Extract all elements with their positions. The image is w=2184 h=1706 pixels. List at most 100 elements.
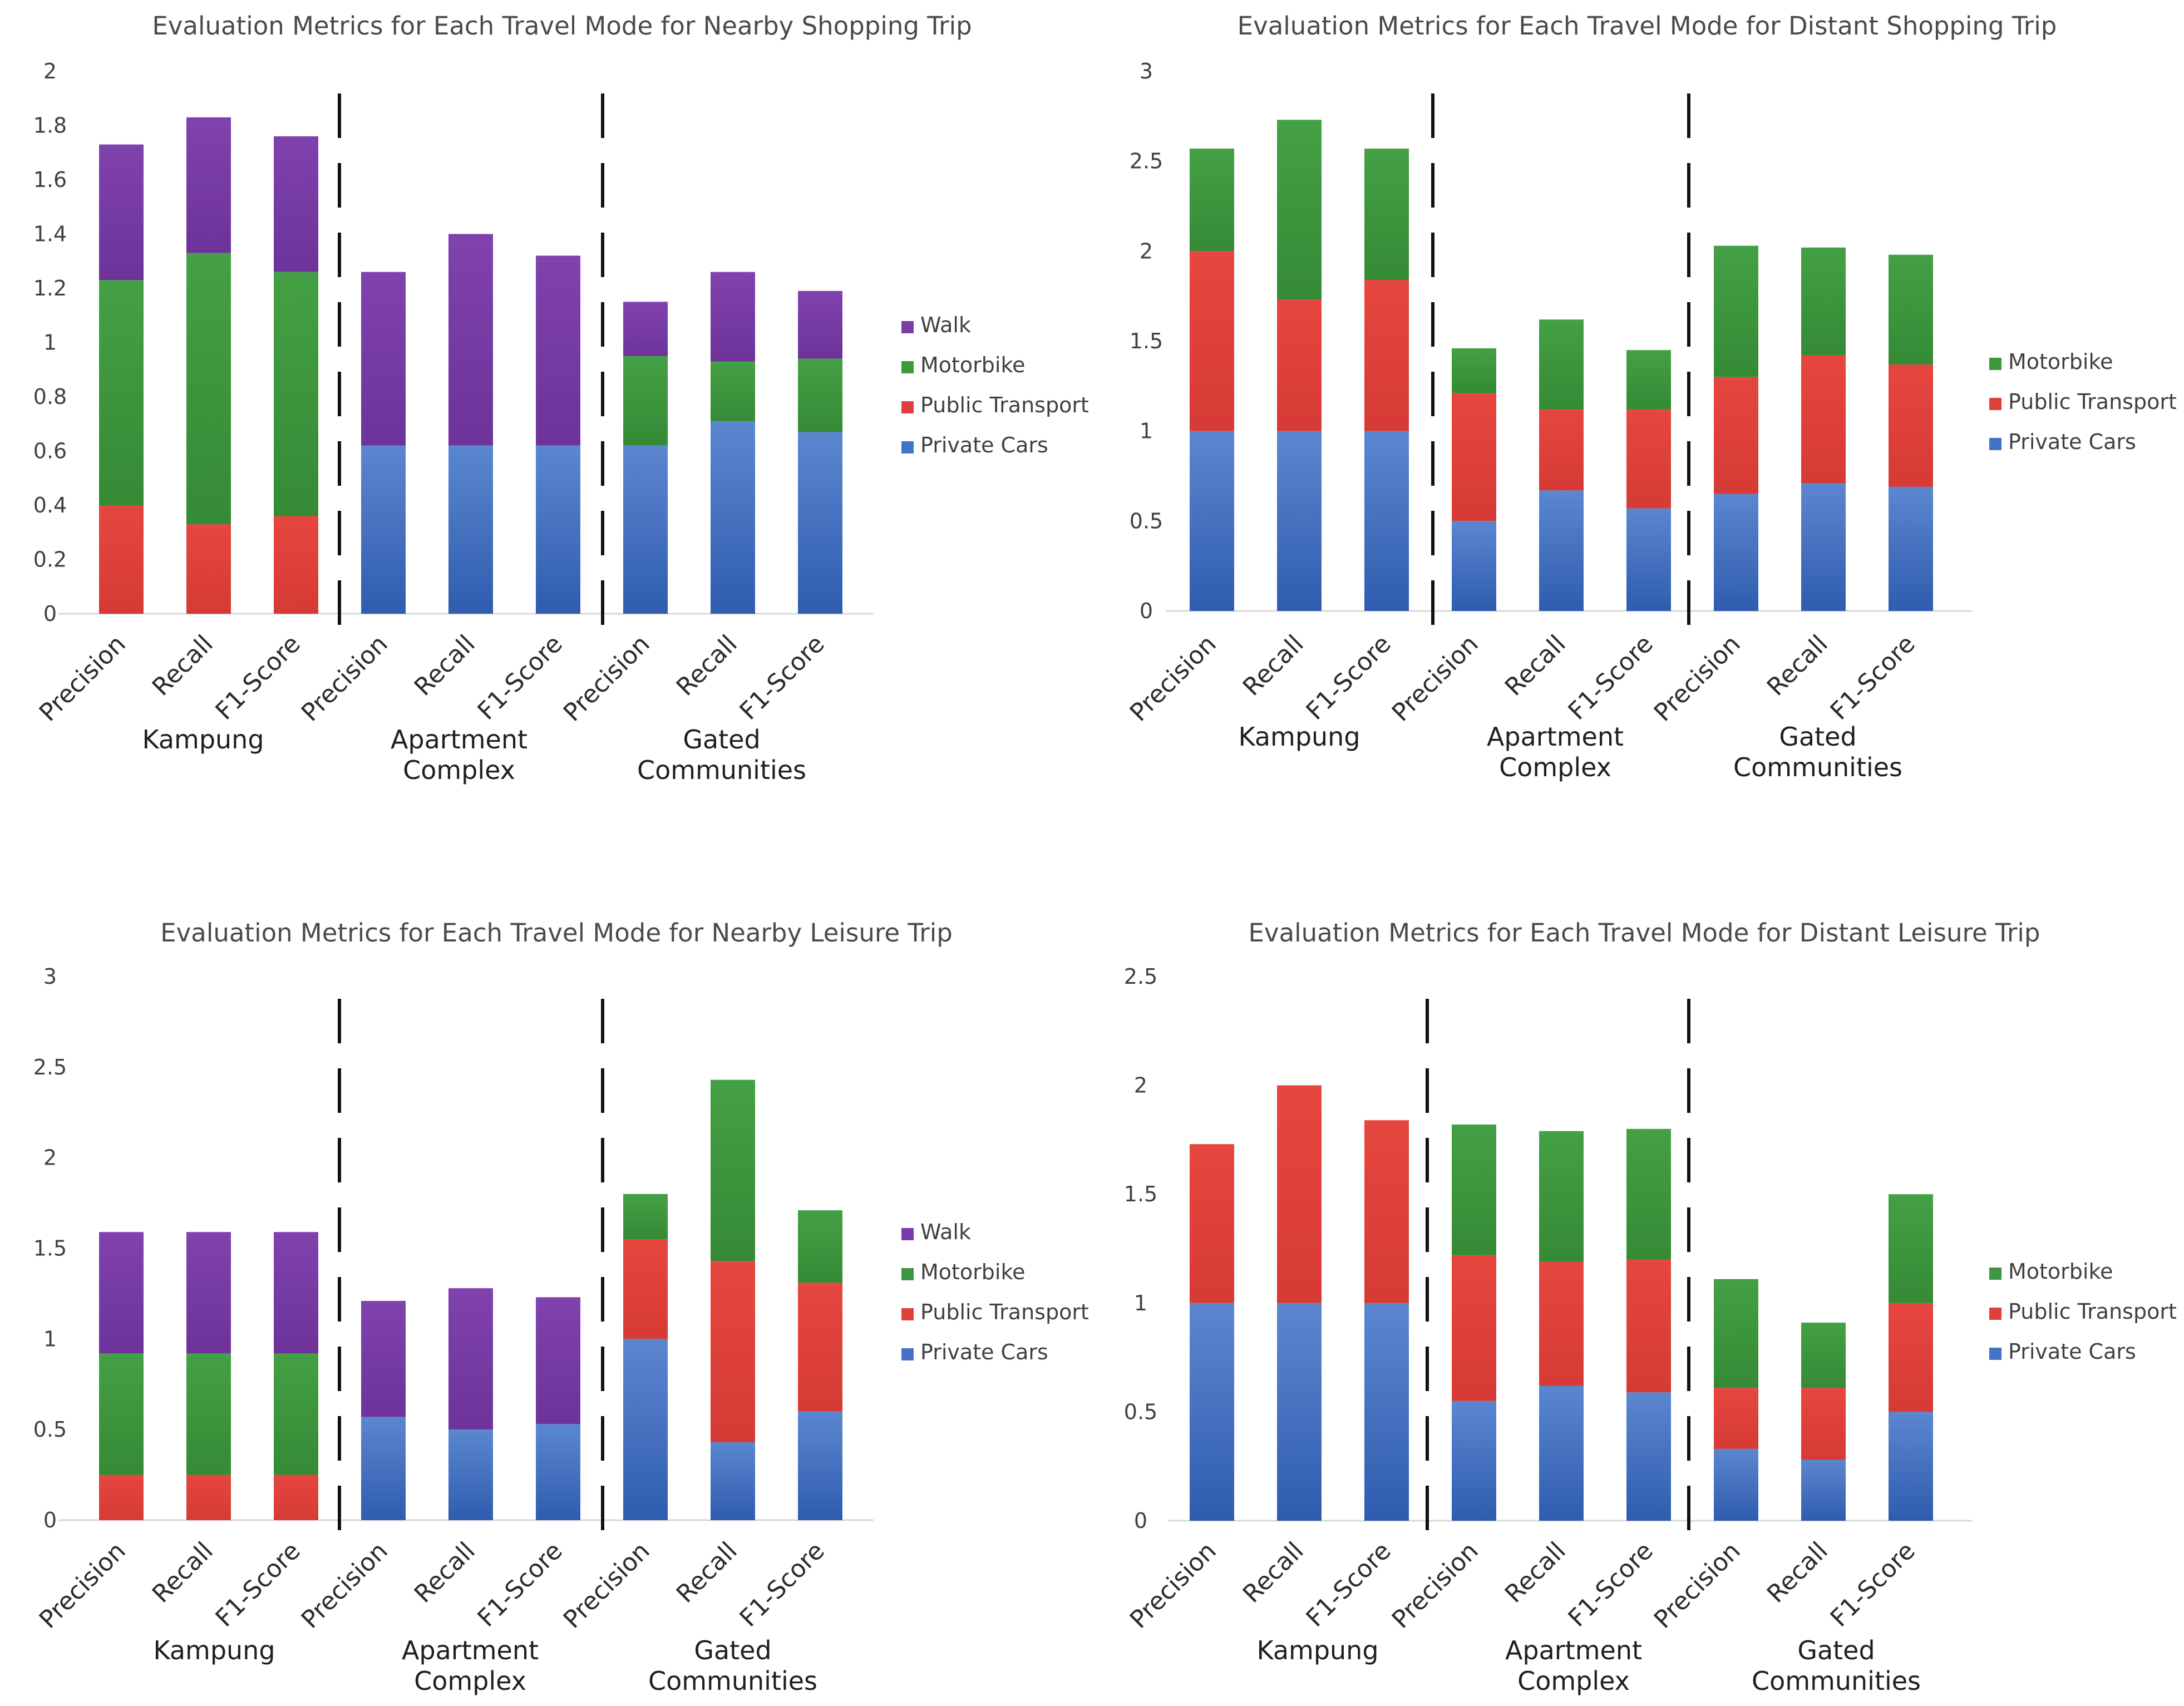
group-label: Apartment Complex xyxy=(402,1635,539,1696)
legend-label: Walk xyxy=(920,1220,971,1244)
y-tick-label: 2 xyxy=(1134,1073,1147,1098)
category-label: Recall xyxy=(147,630,219,702)
category-label: Recall xyxy=(1238,1537,1309,1609)
legend-swatch xyxy=(1989,358,2001,370)
bar-segment-public-transport xyxy=(1452,393,1496,521)
bar-segment-private-cars xyxy=(711,421,755,614)
category-label: Recall xyxy=(1500,630,1571,702)
bar-segment-private-cars xyxy=(1889,1412,1933,1521)
bar-segment-public-transport xyxy=(1801,355,1846,484)
y-tick-label: 1.5 xyxy=(33,1236,67,1261)
bar-segment-public-transport xyxy=(1190,251,1234,431)
bar-segment-walk xyxy=(361,272,406,446)
bar-segment-walk xyxy=(448,234,493,446)
legend-label: Private Cars xyxy=(920,433,1048,457)
chart-title: Evaluation Metrics for Each Travel Mode … xyxy=(1249,918,2040,948)
bar-segment-motorbike xyxy=(1364,149,1409,280)
category-label: Recall xyxy=(671,1537,743,1609)
y-tick-label: 1 xyxy=(1134,1291,1147,1315)
bar-segment-motorbike xyxy=(1539,1131,1584,1262)
bar-segment-private-cars xyxy=(536,1424,580,1520)
y-tick-label: 0.6 xyxy=(33,439,67,464)
legend-label: Motorbike xyxy=(2008,1259,2113,1284)
legend-swatch xyxy=(901,441,914,453)
bar-segment-private-cars xyxy=(623,1339,668,1520)
bar-segment-motorbike xyxy=(274,1353,318,1475)
chart-1: Evaluation Metrics for Each Travel Mode … xyxy=(33,11,1089,785)
bar-segment-motorbike xyxy=(711,1079,755,1261)
bar-segment-walk xyxy=(99,144,144,280)
bar-segment-private-cars xyxy=(1801,1460,1846,1521)
bar-segment-motorbike xyxy=(1277,120,1322,300)
y-tick-label: 0.5 xyxy=(1124,1399,1157,1424)
bar-segment-motorbike xyxy=(1452,1125,1496,1255)
legend-label: Motorbike xyxy=(920,353,1026,377)
category-label: F1-Score xyxy=(210,630,306,726)
bar-segment-motorbike xyxy=(711,361,755,421)
category-label: Recall xyxy=(671,630,743,702)
bar-segment-public-transport xyxy=(1364,1120,1409,1303)
legend: Walk Motorbike Public Transport Private Car… xyxy=(901,1220,1089,1364)
y-tick-label: 0 xyxy=(43,1508,57,1532)
bar-segment-private-cars xyxy=(361,1417,406,1520)
category-label: Precision xyxy=(1387,1537,1484,1634)
bar-segment-public-transport xyxy=(798,1283,842,1412)
bar-segment-public-transport xyxy=(1714,377,1758,494)
bar-segment-public-transport xyxy=(99,1475,144,1520)
legend-label: Public Transport xyxy=(920,1300,1089,1324)
bar-segment-private-cars xyxy=(361,445,406,614)
chart-title: Evaluation Metrics for Each Travel Mode … xyxy=(152,11,972,41)
bar-segment-private-cars xyxy=(1889,486,1933,611)
category-label: Precision xyxy=(1649,630,1746,727)
y-tick-label: 0.2 xyxy=(33,548,67,572)
legend-swatch xyxy=(1989,398,2001,410)
category-label: Precision xyxy=(34,1537,131,1634)
bar-segment-public-transport xyxy=(1626,1259,1671,1393)
bar-segment-public-transport xyxy=(623,1239,668,1339)
bar-segment-public-transport xyxy=(1889,364,1933,487)
bar-segment-private-cars xyxy=(1801,483,1846,611)
bar-segment-public-transport xyxy=(99,505,144,614)
bar-segment-private-cars xyxy=(1190,1303,1234,1521)
legend-swatch xyxy=(1989,1268,2001,1280)
bar-segment-motorbike xyxy=(1626,1128,1671,1260)
bar-segment-public-transport xyxy=(1714,1388,1758,1449)
bar-segment-walk xyxy=(99,1232,144,1354)
group-label: Apartment Complex xyxy=(1487,722,1624,782)
bar-segment-private-cars xyxy=(448,445,493,614)
bar-segment-motorbike xyxy=(1801,247,1846,356)
group-label: Gated Communities xyxy=(1733,722,1902,782)
category-label: Precision xyxy=(558,630,655,727)
bar-segment-public-transport xyxy=(186,1475,231,1520)
y-tick-label: 2 xyxy=(43,59,57,83)
bar-segment-motorbike xyxy=(186,1353,231,1475)
category-label: F1-Score xyxy=(1563,630,1659,726)
y-tick-label: 0.4 xyxy=(33,493,67,517)
bar-segment-private-cars xyxy=(1626,1392,1671,1521)
bar-segment-public-transport xyxy=(1190,1144,1234,1303)
y-tick-label: 0 xyxy=(1134,1508,1147,1533)
bar-segment-motorbike xyxy=(99,1353,144,1475)
legend-swatch xyxy=(901,1348,914,1360)
y-tick-label: 0 xyxy=(43,601,57,626)
bar-segment-private-cars xyxy=(1364,431,1409,611)
bar-segment-motorbike xyxy=(1190,149,1234,252)
group-label: Apartment Complex xyxy=(391,724,527,785)
y-tick-label: 1.2 xyxy=(33,276,67,300)
bar-segment-walk xyxy=(711,272,755,362)
legend-label: Public Transport xyxy=(2008,1299,2177,1324)
bar-segment-motorbike xyxy=(1801,1323,1846,1388)
group-label: Gated Communities xyxy=(648,1635,817,1696)
chart-3: Evaluation Metrics for Each Travel Mode … xyxy=(33,918,1089,1696)
y-tick-label: 3 xyxy=(1140,59,1153,83)
bar-segment-motorbike xyxy=(1452,348,1496,393)
legend-label: Private Cars xyxy=(2008,430,2136,454)
legend-label: Private Cars xyxy=(2008,1339,2136,1364)
bar-segment-motorbike xyxy=(798,358,842,432)
bar-segment-motorbike xyxy=(1889,1194,1933,1303)
bar-segment-private-cars xyxy=(1277,1303,1322,1521)
category-label: Precision xyxy=(558,1537,655,1634)
category-label: F1-Score xyxy=(1301,630,1397,726)
legend-label: Motorbike xyxy=(920,1260,1026,1284)
